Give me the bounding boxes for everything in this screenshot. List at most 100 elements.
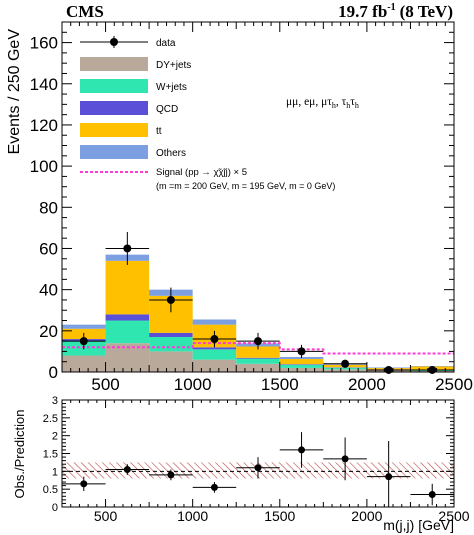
ratio-y-axis: 0 0.5 1 1.5 2 2.5 3 (43, 395, 454, 514)
legend-swatch-dy (80, 57, 148, 71)
legend-swatch-tt (80, 123, 148, 137)
ratio-ytick-label-2: 1 (52, 466, 58, 478)
main-xtick-label-2500: 2500 (435, 375, 473, 394)
legend-label-qcd: QCD (156, 104, 178, 115)
ratio-point-4 (254, 464, 262, 472)
bar-dy-jets-5 (279, 367, 324, 372)
legend-label-dy: DY+jets (156, 60, 191, 71)
ratio-ytick-label-4: 2 (52, 431, 58, 443)
main-y-axis-title: Events / 250 GeV (6, 29, 23, 155)
legend-swatch-qcd (80, 101, 148, 115)
legend-entry-others: Others (80, 145, 186, 159)
main-xtick-label-1500: 1500 (261, 375, 299, 394)
ratio-point-2 (167, 471, 175, 479)
data-point-0 (79, 337, 88, 346)
signal-step-line (62, 342, 454, 355)
data-point-7 (384, 365, 393, 374)
ratio-xtick-label-2000: 2000 (351, 508, 382, 524)
legend-label-signal-masses: (m =m = 200 GeV, m = 195 GeV, m = 0 GeV) (156, 181, 335, 191)
bar-w-jets-5 (279, 364, 324, 368)
bar-qcd-1 (105, 314, 150, 321)
bar-w-jets-4 (236, 358, 280, 364)
ratio-point-0 (80, 480, 88, 488)
main-ytick-label-40: 40 (39, 281, 58, 300)
bar-tt-1 (105, 260, 150, 315)
bar-tt-5 (279, 359, 324, 365)
legend-entry-qcd: QCD (80, 101, 178, 115)
legend-entry-data: data (80, 36, 176, 49)
bar-dy-jets-2 (149, 351, 193, 372)
signal-line (62, 342, 454, 355)
main-ytick-label-160: 160 (30, 34, 58, 53)
legend-label-wjets: W+jets (156, 82, 187, 93)
main-x-axis: 500 1000 1500 2000 2500 (61, 22, 473, 394)
bar-dy-jets-0 (62, 355, 106, 372)
ratio-y-axis-title: Obs./Prediction (12, 410, 27, 499)
bar-dy-jets-6 (323, 369, 367, 372)
legend-label-tt: tt (156, 126, 162, 137)
main-ytick-label-80: 80 (39, 198, 58, 217)
legend-label-others: Others (156, 148, 186, 159)
legend-label-data: data (156, 38, 176, 49)
ratio-plot-frame (61, 399, 455, 508)
legend-entry-wjets: W+jets (80, 79, 187, 93)
ratio-ytick-label-3: 1.5 (43, 449, 58, 461)
data-points (62, 232, 454, 374)
bar-dy-jets-4 (236, 363, 280, 372)
x-axis-title: m(j,j) [GeV] (383, 517, 454, 533)
bar-others-3 (192, 319, 237, 325)
bar-w-jets-2 (149, 337, 193, 352)
main-ytick-label-0: 0 (49, 363, 58, 382)
ratio-x-axis: 500 1000 1500 2000 2500 (61, 400, 470, 524)
ratio-ytick-label-1: 0.5 (43, 484, 58, 496)
ratio-point-7 (385, 473, 393, 481)
main-plot-panel: 0 20 40 60 80 100 120 140 160 500 1000 1500 2000 250… (6, 21, 473, 394)
ratio-xtick-label-500: 500 (94, 508, 118, 524)
ratio-ytick-label-0: 0 (52, 502, 58, 514)
main-ytick-label-20: 20 (39, 322, 58, 341)
main-ytick-label-60: 60 (39, 239, 58, 258)
legend-data-marker (110, 38, 118, 46)
bar-w-jets-3 (192, 349, 237, 360)
ratio-point-3 (210, 483, 218, 491)
lumi-value: 19.7 fb (338, 2, 387, 21)
experiment-label: CMS (66, 2, 104, 21)
ratio-point-8 (428, 491, 436, 499)
bar-qcd-4 (236, 357, 280, 359)
legend-label-signal: Signal (pp → χ̃χ̃jj) × 5 (156, 167, 247, 178)
lumi-label: 19.7 fb-1 (8 TeV) (338, 2, 453, 21)
ratio-xtick-label-2500: 2500 (438, 508, 469, 524)
legend-entry-dy: DY+jets (80, 57, 191, 71)
main-ytick-label-120: 120 (30, 116, 58, 135)
ratio-point-6 (341, 455, 349, 463)
lumi-exponent: -1 (387, 2, 395, 13)
ratio-point-5 (298, 446, 306, 454)
data-point-5 (297, 347, 306, 356)
ratio-plot-panel: 0 0.5 1 1.5 2 2.5 3 500 1000 1500 2000 2500 Obs./P… (12, 395, 470, 533)
main-ytick-label-100: 100 (30, 157, 58, 176)
ratio-xtick-label-1500: 1500 (264, 508, 295, 524)
main-ytick-label-140: 140 (30, 75, 58, 94)
energy-label: (8 TeV) (400, 2, 453, 21)
bar-w-jets-6 (323, 367, 367, 370)
bar-tt-4 (236, 346, 280, 358)
ratio-xtick-label-1000: 1000 (177, 508, 208, 524)
channel-label: μμ, eμ, μτh, τhτh (286, 96, 359, 110)
ratio-ytick-label-6: 3 (52, 395, 58, 407)
data-point-8 (428, 365, 437, 374)
legend: data DY+jets W+jets QCD tt Others (80, 36, 335, 191)
ratio-point-1 (123, 466, 131, 474)
bar-qcd-2 (149, 332, 193, 337)
legend-entry-signal: Signal (pp → χ̃χ̃jj) × 5 (m =m = 200 GeV… (80, 167, 335, 191)
main-xtick-label-2000: 2000 (348, 375, 386, 394)
stacked-histogram (62, 254, 454, 372)
data-point-1 (123, 244, 132, 253)
bar-dy-jets-3 (192, 359, 237, 372)
bar-w-jets-1 (105, 320, 150, 344)
ratio-points (62, 432, 454, 507)
legend-swatch-others (80, 145, 148, 159)
main-xtick-label-1000: 1000 (174, 375, 212, 394)
legend-entry-tt: tt (80, 123, 162, 137)
data-point-4 (254, 337, 262, 346)
